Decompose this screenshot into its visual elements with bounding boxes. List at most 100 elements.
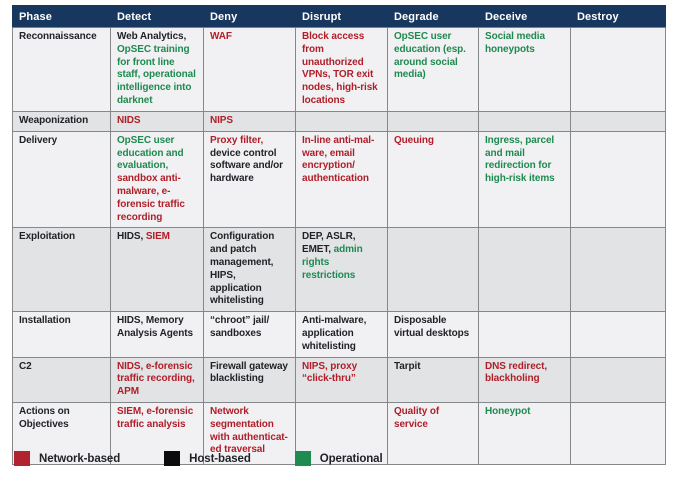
matrix-cell-degrade: Disposable virtual desktops — [387, 311, 479, 358]
measure-text-host-based: Configuration and patch management, HIPS… — [210, 231, 275, 307]
measure-text-network-based: NIDS, e-forensic traffic recording, APM — [117, 360, 195, 398]
operational-swatch-icon — [294, 451, 311, 466]
matrix-cell-destroy — [570, 311, 666, 358]
matrix-row-c2: C2 NIDS, e-forensic traffic recording, AP… — [12, 356, 666, 403]
matrix-cell-deceive — [478, 311, 571, 358]
measure-text-network-based: NIPS, proxy “click-thru” — [302, 360, 358, 385]
phase-label: Reconnaissance — [12, 27, 111, 112]
measure-text-host-based: Anti-malware, application whitelisting — [302, 315, 367, 352]
matrix-cell-detect: NIDS — [110, 110, 204, 132]
legend-label: Network-based — [39, 452, 121, 465]
matrix-cell-degrade: Quality of service — [387, 401, 479, 465]
matrix-body: Reconnaissance Web Analytics, OpSEC train… — [12, 27, 666, 465]
measure-text-host-based: Tarpit — [394, 360, 421, 372]
matrix-cell-destroy — [570, 356, 666, 403]
column-header-disrupt: Disrupt — [295, 5, 388, 28]
matrix-cell-disrupt: DEP, ASLR, EMET, admin rights restrictio… — [295, 227, 388, 313]
measure-text-network-based: Quality of service — [394, 405, 440, 430]
measure-text-host-based: Disposable virtual desktops — [394, 315, 470, 339]
measure-text-host-based: device control software and/​or hardware — [210, 147, 283, 185]
column-header-destroy: Destroy — [570, 5, 666, 28]
matrix-cell-destroy — [570, 27, 666, 112]
matrix-cell-deceive — [478, 227, 571, 313]
measure-text-network-based: Proxy filter, — [210, 134, 264, 146]
matrix-cell-detect: NIDS, e-forensic traffic recording, APM — [110, 356, 204, 403]
measure-text-host-based: HIDS, — [117, 231, 146, 243]
matrix-cell-disrupt: In-line anti-mal-ware, email encryption/… — [295, 130, 388, 229]
matrix-row-actions-on-objectives: Actions on Objectives SIEM, e-forensic tr… — [12, 401, 666, 465]
measure-text-operational: admin rights restrictions — [302, 244, 363, 281]
measure-text-network-based: In-line anti-mal-ware, email encryption/… — [302, 134, 375, 185]
courses-of-action-matrix-table: Phase Detect Deny Disrupt Degrade Deceive Dest… — [12, 5, 666, 465]
column-header-deceive: Deceive — [478, 5, 571, 28]
matrix-cell-deceive: Social media honeypots — [478, 27, 571, 112]
matrix-cell-deny: Proxy filter, device control software an… — [203, 130, 296, 229]
matrix-cell-degrade — [387, 110, 479, 132]
legend: Network-based Host-based Operational — [14, 451, 427, 466]
column-header-degrade: Degrade — [387, 5, 479, 28]
measure-text-operational: Ingress, parcel and mail redirection for… — [485, 134, 555, 185]
matrix-cell-detect: SIEM, e-forensic traffic analysis — [110, 401, 204, 465]
measure-text-host-based: Web Analytics, — [117, 31, 187, 42]
network-based-swatch-icon — [14, 451, 30, 466]
matrix-cell-degrade: Queuing — [387, 130, 479, 229]
matrix-cell-disrupt — [295, 401, 388, 465]
legend-label: Operational — [319, 452, 383, 465]
column-header-deny: Deny — [203, 5, 296, 28]
matrix-row-installation: Installation HIDS, Memory Analysis Agents… — [12, 311, 666, 358]
host-based-swatch-icon — [164, 451, 181, 466]
matrix-header-row: Phase Detect Deny Disrupt Degrade Deceive Dest… — [12, 5, 666, 28]
measure-text-network-based: SIEM — [145, 231, 170, 243]
measure-text-operational: OpSEC user education (esp. around social… — [394, 31, 466, 81]
matrix-cell-degrade: Tarpit — [387, 356, 479, 403]
measure-text-network-based: NIPS — [210, 114, 233, 126]
matrix-cell-disrupt — [295, 110, 388, 132]
measure-text-host-based: DEP, ASLR, EMET, — [302, 231, 356, 256]
measure-text-operational: Honeypot — [485, 405, 531, 417]
phase-label: Weaponization — [12, 110, 111, 132]
matrix-cell-disrupt: Block access from unauthorized VPNs, TOR… — [295, 27, 388, 112]
matrix-cell-deceive — [478, 110, 571, 132]
matrix-cell-detect: HIDS, SIEM — [110, 227, 204, 313]
measure-text-network-based: Block access from unauthorized VPNs, TOR… — [302, 31, 378, 106]
matrix-cell-deceive: Ingress, parcel and mail redirection for… — [478, 130, 571, 229]
matrix-cell-detect: OpSEC user education and evaluation, san… — [110, 130, 204, 229]
legend-item-host-based: Host-based — [164, 451, 251, 466]
phase-label: C2 — [12, 356, 111, 403]
measure-text-host-based: HIDS, Memory Analysis Agents — [117, 315, 193, 339]
phase-label: Delivery — [12, 130, 111, 229]
matrix-cell-degrade: OpSEC user education (esp. around social… — [387, 27, 479, 112]
matrix-row-delivery: Delivery OpSEC user education and evaluat… — [12, 130, 666, 229]
measure-text-network-based: DNS redirect, blackholing — [485, 360, 548, 385]
matrix-cell-disrupt: NIPS, proxy “click-thru” — [295, 356, 388, 403]
phase-label: Exploitation — [12, 227, 111, 313]
phase-label: Installation — [12, 311, 111, 358]
matrix-row-weaponization: Weaponization NIDS NIPS — [12, 110, 666, 132]
measure-text-network-based: Network segmentation with authenticat-ed… — [210, 405, 288, 456]
measure-text-operational: OpSEC training for front line staff, ope… — [117, 43, 196, 106]
matrix-cell-detect: Web Analytics, OpSEC training for front … — [110, 27, 204, 112]
matrix-cell-disrupt: Anti-malware, application whitelisting — [295, 311, 388, 358]
matrix-cell-deny: NIPS — [203, 110, 296, 132]
measure-text-network-based: WAF — [210, 31, 232, 42]
matrix-cell-destroy — [570, 401, 666, 465]
column-header-detect: Detect — [110, 5, 204, 28]
matrix-cell-deny: Network segmentation with authenticat-ed… — [203, 401, 296, 465]
measure-text-host-based: Firewall gateway blacklisting — [210, 360, 288, 385]
measure-text-network-based: SIEM, e-forensic traffic analysis — [117, 405, 194, 430]
measure-text-operational: OpSEC user education and evaluation, — [117, 134, 184, 172]
matrix-cell-destroy — [570, 130, 666, 229]
measure-text-host-based: “chroot” jail/​sandboxes — [210, 315, 270, 339]
matrix-cell-deny: WAF — [203, 27, 296, 112]
column-header-phase: Phase — [12, 5, 111, 28]
legend-item-network-based: Network-based — [14, 451, 120, 466]
matrix-cell-deny: “chroot” jail/​sandboxes — [203, 311, 296, 358]
measure-text-network-based: sandbox anti-malware, e-forensic traffic… — [117, 173, 185, 223]
matrix-cell-deny: Firewall gateway blacklisting — [203, 356, 296, 403]
matrix-row-exploitation: Exploitation HIDS, SIEM Configuration and … — [12, 227, 666, 313]
matrix-cell-detect: HIDS, Memory Analysis Agents — [110, 311, 204, 358]
measure-text-network-based: Queuing — [394, 134, 434, 146]
matrix-cell-destroy — [570, 227, 666, 313]
matrix-cell-deny: Configuration and patch management, HIPS… — [203, 227, 296, 313]
